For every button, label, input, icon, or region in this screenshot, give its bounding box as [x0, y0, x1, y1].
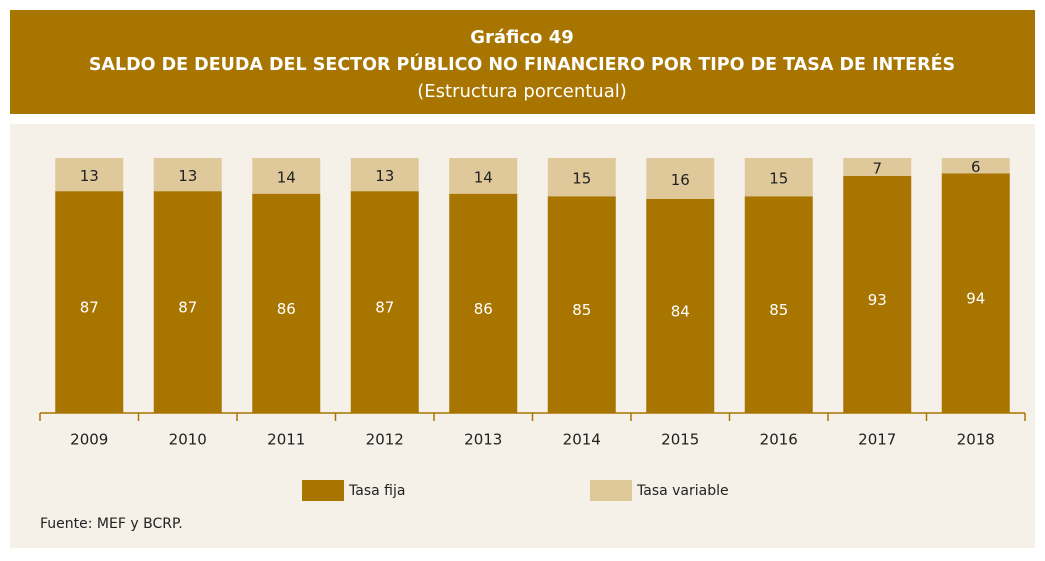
bar-segment: [350, 158, 419, 192]
source-note: Fuente: MEF y BCRP.: [40, 516, 183, 532]
data-label: 14: [277, 168, 296, 186]
bar-segment: [843, 158, 912, 176]
data-label: 85: [572, 301, 591, 319]
bar-segment: [744, 158, 813, 197]
data-label: 93: [868, 291, 887, 309]
x-tick-label: 2012: [366, 431, 404, 449]
bar-segment: [449, 193, 518, 413]
data-label: 86: [277, 300, 296, 318]
legend-swatch: [302, 480, 344, 501]
bar-segment: [547, 158, 616, 197]
bar-segment: [153, 158, 222, 192]
bar-segment: [449, 158, 518, 194]
data-label: 13: [375, 167, 394, 185]
x-tick-label: 2014: [563, 431, 601, 449]
x-tick-label: 2016: [760, 431, 798, 449]
legend-label: Tasa variable: [636, 483, 729, 499]
bar-segment: [153, 191, 222, 413]
data-label: 87: [375, 299, 394, 317]
bar-segment: [252, 158, 321, 194]
data-label: 84: [671, 302, 690, 320]
bar-segment: [843, 175, 912, 413]
bar-segment: [350, 191, 419, 413]
bar-segment: [646, 158, 715, 199]
data-label: 16: [671, 171, 690, 189]
bar-segment: [55, 158, 124, 192]
data-label: 94: [966, 290, 985, 308]
chart-title: SALDO DE DEUDA DEL SECTOR PÚBLICO NO FIN…: [89, 53, 955, 75]
bar-segment: [941, 158, 1010, 174]
data-label: 85: [769, 301, 788, 319]
data-label: 86: [474, 300, 493, 318]
data-label: 13: [178, 167, 197, 185]
x-tick-label: 2013: [464, 431, 502, 449]
bar-segment: [646, 198, 715, 413]
data-label: 15: [769, 170, 788, 188]
x-tick-label: 2015: [661, 431, 699, 449]
bar-segment: [547, 196, 616, 413]
header-band: [10, 10, 1035, 114]
data-label: 15: [572, 170, 591, 188]
chart-subtitle: (Estructura porcentual): [417, 81, 627, 102]
data-label: 7: [872, 159, 882, 177]
x-tick-label: 2010: [169, 431, 207, 449]
data-label: 87: [80, 299, 99, 317]
x-tick-label: 2018: [957, 431, 995, 449]
legend-label: Tasa fija: [348, 483, 405, 499]
bar-segment: [252, 193, 321, 413]
data-label: 87: [178, 299, 197, 317]
x-tick-label: 2011: [267, 431, 305, 449]
bar-segment: [55, 191, 124, 413]
x-tick-label: 2017: [858, 431, 896, 449]
x-tick-label: 2009: [70, 431, 108, 449]
bar-segment: [744, 196, 813, 413]
data-label: 13: [80, 167, 99, 185]
legend-swatch: [590, 480, 632, 501]
data-label: 14: [474, 168, 493, 186]
chart-label: Gráfico 49: [470, 27, 574, 48]
data-label: 6: [971, 158, 981, 176]
bar-segment: [941, 173, 1010, 413]
